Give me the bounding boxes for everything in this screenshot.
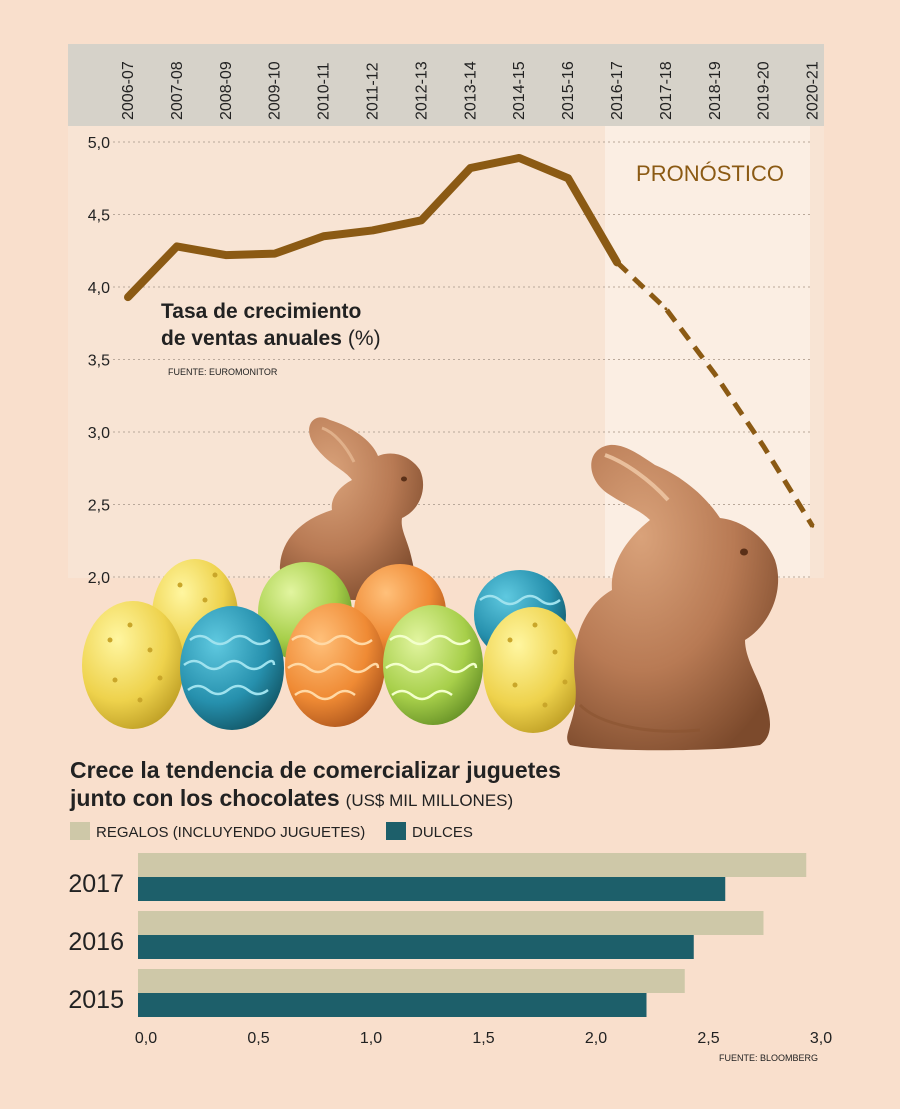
year-header-band [68, 44, 824, 126]
bar [138, 935, 694, 959]
line-chart-title-line1: Tasa de crecimiento [161, 300, 361, 323]
bar-chart-title-line2: junto con los chocolates (US$ MIL MILLONE… [69, 785, 513, 811]
bar-x-tick-label: 1,0 [360, 1030, 382, 1047]
bar-category-label: 2016 [68, 928, 124, 956]
forecast-label: PRONÓSTICO [636, 161, 784, 186]
x-tick-label: 2006-07 [120, 61, 137, 120]
x-tick-label: 2008-09 [218, 61, 235, 120]
toys-chocolates-bar-chart: Crece la tendencia de comercializar jugu… [68, 757, 832, 1063]
data-point [713, 372, 717, 376]
bar [138, 969, 685, 993]
bar-x-tick-label: 3,0 [810, 1030, 832, 1047]
x-tick-label: 2013-14 [462, 61, 479, 120]
data-point [371, 228, 374, 232]
y-tick-label: 2,5 [88, 498, 110, 515]
egg-blue-front-icon [180, 606, 284, 730]
data-point [224, 253, 228, 257]
x-tick-label: 2009-10 [267, 61, 284, 120]
x-tick-label: 2017-18 [658, 61, 675, 120]
line-chart-title-line2: de ventas anuales (%) [161, 327, 381, 350]
data-point [468, 166, 472, 170]
data-point [566, 176, 570, 180]
egg-yellow-left-icon [82, 601, 184, 729]
bar [138, 877, 726, 901]
x-tick-label: 2010-11 [316, 62, 333, 120]
data-point [419, 218, 423, 222]
data-point [615, 260, 619, 264]
y-tick-label: 5,0 [88, 135, 110, 152]
bar-x-tick-label: 2,5 [697, 1030, 719, 1047]
x-tick-label: 2012-13 [413, 61, 430, 120]
legend-swatch [386, 822, 406, 840]
legend-label: DULCES [412, 824, 473, 841]
y-tick-label: 2,0 [88, 570, 110, 587]
bar [138, 911, 764, 935]
data-point [175, 244, 179, 248]
bar-x-tick-label: 1,5 [472, 1030, 494, 1047]
y-tick-label: 3,0 [88, 425, 110, 442]
bar-chart-source: FUENTE: BLOOMBERG [719, 1053, 818, 1063]
y-tick-label: 4,5 [88, 208, 110, 225]
bar-x-tick-label: 0,5 [247, 1030, 269, 1047]
x-tick-label: 2019-20 [756, 61, 773, 120]
data-point [811, 524, 815, 528]
bar-x-tick-label: 2,0 [585, 1030, 607, 1047]
bar-x-tick-label: 0,0 [135, 1030, 157, 1047]
bar-chart-unit: (US$ MIL MILLONES) [346, 791, 514, 810]
line-chart-unit: (%) [348, 327, 381, 350]
bar-category-label: 2015 [68, 986, 124, 1014]
bar-chart-title-line1: Crece la tendencia de comercializar jugu… [70, 757, 561, 783]
x-tick-label: 2020-21 [805, 61, 822, 120]
y-tick-label: 4,0 [88, 280, 110, 297]
bar-chart-rows: 2017 2016 2015 [68, 853, 807, 1017]
x-tick-label: 2007-08 [169, 61, 186, 120]
data-point [273, 252, 277, 256]
chocolate-bunny-small-illustration [279, 417, 424, 600]
data-point [322, 234, 326, 238]
x-axis-year-labels: 2006-07 2007-08 2008-09 2009-10 2010-11 2011-… [120, 61, 822, 120]
line-chart-title-line2-text: de ventas anuales [161, 327, 342, 350]
data-point [664, 307, 668, 311]
bar-chart-legend: REGALOS (INCLUYENDO JUGUETES) DULCES [70, 822, 473, 841]
x-tick-label: 2015-16 [560, 61, 577, 120]
y-axis-ticks: 5,0 4,5 4,0 3,5 3,0 2,5 2,0 [88, 135, 110, 587]
easter-eggs-illustration [82, 559, 583, 733]
legend-swatch [70, 822, 90, 840]
bar-chart-x-axis-ticks: 0,0 0,5 1,0 1,5 2,0 2,5 3,0 [135, 1030, 832, 1047]
bar [138, 993, 647, 1017]
bar [138, 853, 807, 877]
bar-chart-title-line2-text: junto con los chocolates [69, 785, 340, 811]
x-tick-label: 2018-19 [707, 61, 724, 120]
bar-category-label: 2017 [68, 870, 124, 898]
line-chart-source: FUENTE: EUROMONITOR [168, 367, 278, 377]
data-point [517, 156, 521, 160]
data-point [762, 445, 766, 448]
legend-label: REGALOS (INCLUYENDO JUGUETES) [96, 824, 365, 841]
x-tick-label: 2014-15 [511, 61, 528, 120]
x-tick-label: 2011-12 [365, 62, 382, 120]
chocolate-bunny-large-illustration [567, 444, 779, 751]
x-tick-label: 2016-17 [609, 61, 626, 120]
data-point [126, 295, 130, 299]
growth-series [124, 153, 815, 528]
y-tick-label: 3,5 [88, 353, 110, 370]
